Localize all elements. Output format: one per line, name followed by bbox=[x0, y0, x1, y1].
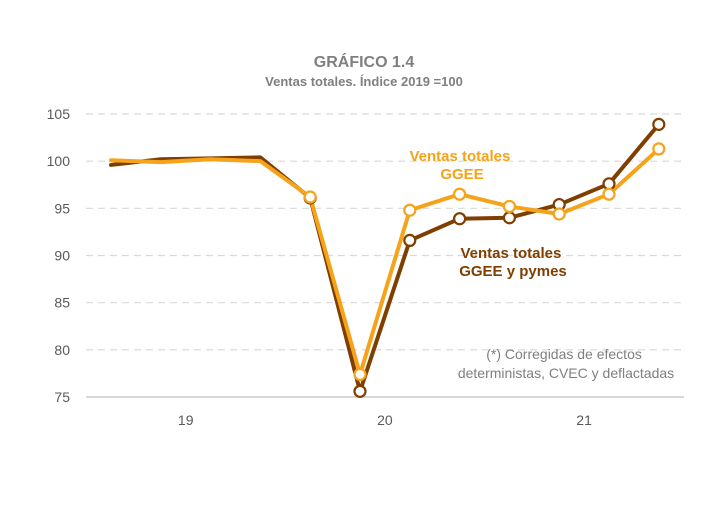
x-tick-label-21: 21 bbox=[576, 412, 592, 428]
series-label-ggee-pymes-line1: Ventas totales bbox=[460, 245, 561, 262]
y-axis-ticks: 75 80 85 90 95 100 105 bbox=[47, 106, 71, 405]
y-tick-label-95: 95 bbox=[54, 200, 70, 216]
y-tick-label-90: 90 bbox=[54, 248, 70, 264]
y-tick-label-105: 105 bbox=[47, 106, 71, 122]
point-series0-11 bbox=[652, 117, 666, 131]
point-series1-11 bbox=[652, 142, 666, 156]
chart-subtitle: Ventas totales. Índice 2019 =100 bbox=[265, 74, 463, 89]
series-label-ggee-line2: GGEE bbox=[440, 166, 483, 183]
y-tick-label-100: 100 bbox=[47, 153, 71, 169]
gridlines bbox=[86, 113, 684, 351]
footnote-line1: (*) Corregidas de efectos bbox=[486, 346, 642, 362]
footnote-line2: deterministas, CVEC y deflactadas bbox=[458, 365, 674, 381]
series-line-1 bbox=[109, 146, 661, 377]
point-series1-7 bbox=[453, 187, 467, 201]
x-tick-label-20: 20 bbox=[377, 412, 393, 428]
point-series1-9 bbox=[552, 207, 566, 221]
y-tick-label-85: 85 bbox=[54, 295, 70, 311]
series-group bbox=[109, 117, 666, 398]
footnote: (*) Corregidas de efectos deterministas,… bbox=[458, 346, 674, 381]
x-axis-ticks: 19 20 21 bbox=[178, 412, 592, 428]
point-series0-6 bbox=[403, 233, 417, 248]
point-series0-5 bbox=[353, 384, 367, 398]
series-label-ggee: Ventas totales GGEE bbox=[409, 148, 514, 183]
point-series0-8 bbox=[502, 211, 516, 225]
point-series1-8 bbox=[502, 199, 516, 214]
series-label-ggee-line1: Ventas totales bbox=[409, 148, 510, 165]
point-series0-7 bbox=[453, 212, 467, 226]
chart-title: GRÁFICO 1.4 bbox=[314, 52, 415, 71]
x-tick-label-19: 19 bbox=[178, 412, 194, 428]
point-series1-4 bbox=[303, 190, 317, 204]
point-series1-5 bbox=[353, 367, 367, 381]
series-label-ggee-pymes: Ventas totales GGEE y pymes bbox=[459, 245, 567, 280]
point-series1-6 bbox=[403, 203, 417, 217]
y-tick-label-75: 75 bbox=[54, 389, 70, 405]
point-series1-10 bbox=[602, 187, 616, 201]
series-label-ggee-pymes-line2: GGEE y pymes bbox=[459, 263, 567, 280]
y-tick-label-80: 80 bbox=[54, 342, 70, 358]
